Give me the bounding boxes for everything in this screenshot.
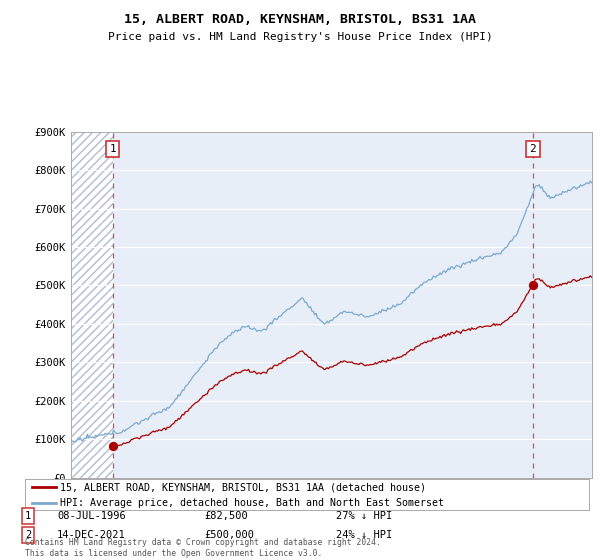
- Text: 27% ↓ HPI: 27% ↓ HPI: [336, 511, 392, 521]
- Text: £82,500: £82,500: [204, 511, 248, 521]
- Text: 1: 1: [25, 511, 31, 521]
- Text: 14-DEC-2021: 14-DEC-2021: [57, 530, 126, 540]
- Text: 1: 1: [109, 144, 116, 154]
- Point: [528, 281, 538, 290]
- Text: Contains HM Land Registry data © Crown copyright and database right 2024.
This d: Contains HM Land Registry data © Crown c…: [25, 538, 381, 558]
- Text: 24% ↓ HPI: 24% ↓ HPI: [336, 530, 392, 540]
- Text: £500,000: £500,000: [204, 530, 254, 540]
- Text: 15, ALBERT ROAD, KEYNSHAM, BRISTOL, BS31 1AA (detached house): 15, ALBERT ROAD, KEYNSHAM, BRISTOL, BS31…: [60, 482, 426, 492]
- Text: HPI: Average price, detached house, Bath and North East Somerset: HPI: Average price, detached house, Bath…: [60, 498, 444, 508]
- Text: 08-JUL-1996: 08-JUL-1996: [57, 511, 126, 521]
- Point: [108, 441, 118, 450]
- Text: 2: 2: [25, 530, 31, 540]
- Text: Price paid vs. HM Land Registry's House Price Index (HPI): Price paid vs. HM Land Registry's House …: [107, 32, 493, 43]
- Text: 15, ALBERT ROAD, KEYNSHAM, BRISTOL, BS31 1AA: 15, ALBERT ROAD, KEYNSHAM, BRISTOL, BS31…: [124, 13, 476, 26]
- Bar: [71, 132, 113, 478]
- Text: 2: 2: [530, 144, 536, 154]
